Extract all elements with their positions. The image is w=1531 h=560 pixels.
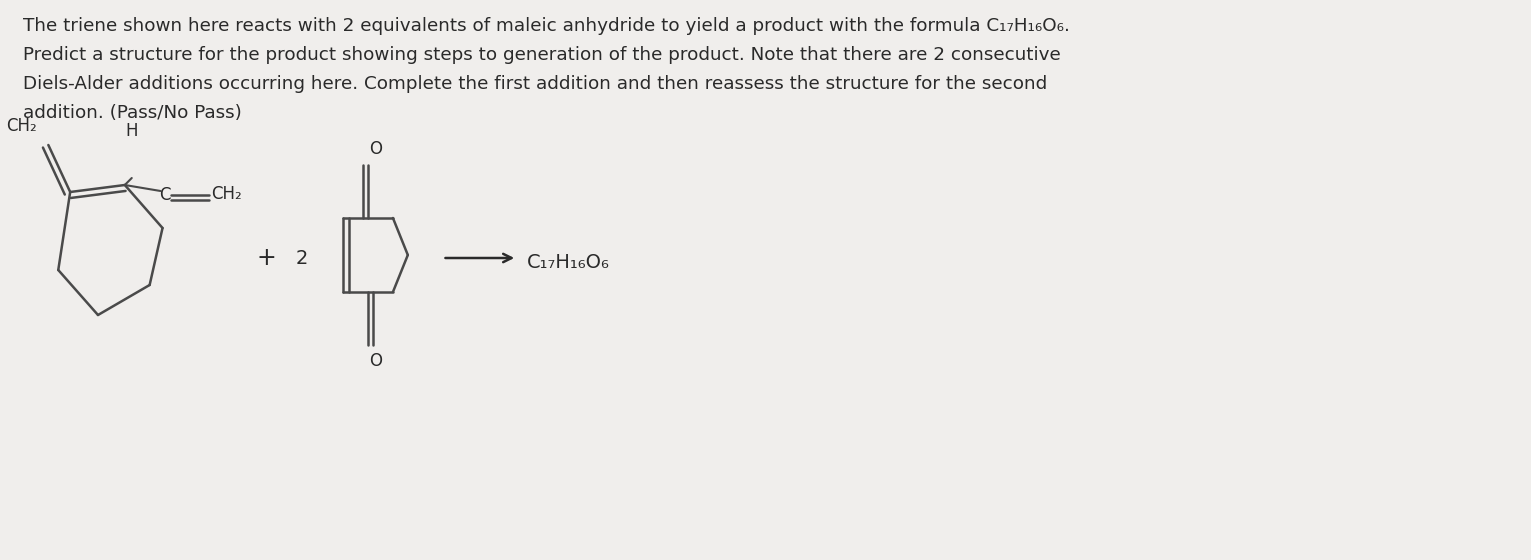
Text: CH₂: CH₂ bbox=[6, 117, 37, 135]
Text: Diels-Alder additions occurring here. Complete the first addition and then reass: Diels-Alder additions occurring here. Co… bbox=[23, 75, 1047, 93]
Text: 2: 2 bbox=[295, 249, 308, 268]
Text: O: O bbox=[369, 352, 383, 370]
Text: Predict a structure for the product showing steps to generation of the product. : Predict a structure for the product show… bbox=[23, 46, 1061, 64]
Text: O: O bbox=[369, 140, 383, 158]
Text: H: H bbox=[126, 122, 138, 140]
Text: addition. (Pass/No Pass): addition. (Pass/No Pass) bbox=[23, 104, 242, 122]
Text: The triene shown here reacts with 2 equivalents of maleic anhydride to yield a p: The triene shown here reacts with 2 equi… bbox=[23, 17, 1069, 35]
Text: C₁₇H₁₆O₆: C₁₇H₁₆O₆ bbox=[527, 253, 609, 272]
Text: +: + bbox=[257, 246, 277, 270]
Text: C: C bbox=[159, 186, 170, 204]
Text: CH₂: CH₂ bbox=[211, 185, 242, 203]
